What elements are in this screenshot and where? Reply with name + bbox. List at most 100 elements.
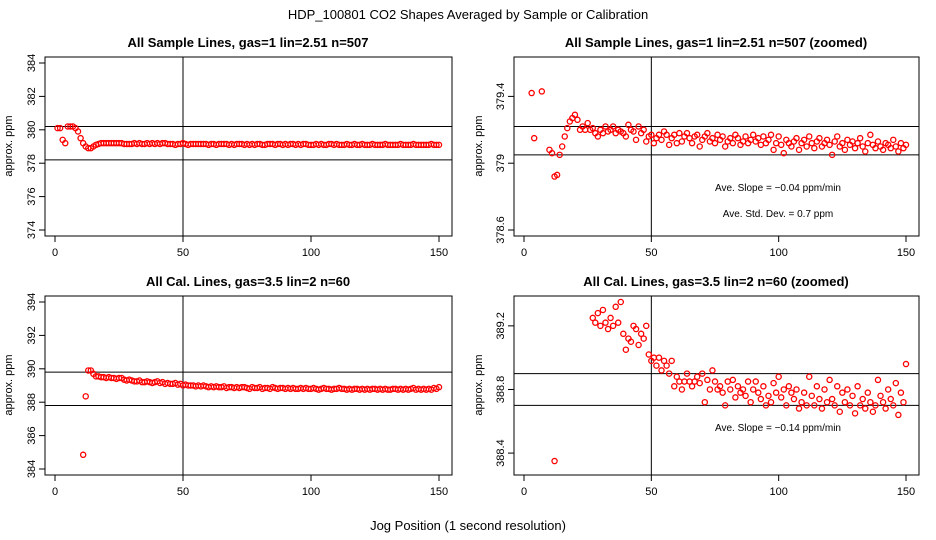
data-point xyxy=(632,325,640,333)
data-point xyxy=(711,139,719,147)
data-point xyxy=(642,322,650,330)
data-point xyxy=(841,146,849,154)
data-point xyxy=(696,379,703,387)
y-tick-label: 389.2 xyxy=(495,312,507,340)
x-tick-label: 50 xyxy=(645,247,657,259)
data-point xyxy=(874,376,882,384)
data-point xyxy=(658,367,665,374)
panel-title: All Cal. Lines, gas=3.5 lin=2 n=60 xyxy=(146,274,350,289)
data-point xyxy=(696,143,703,150)
data-point xyxy=(854,383,861,390)
data-point xyxy=(688,139,696,147)
data-point xyxy=(780,386,788,393)
data-point xyxy=(844,136,851,144)
data-point xyxy=(727,134,734,142)
data-point xyxy=(823,398,831,406)
annotation-std-dev: Ave. Std. Dev. = 0.7 ppm xyxy=(723,209,834,220)
data-point xyxy=(548,149,556,157)
data-point xyxy=(818,405,826,412)
data-point xyxy=(683,129,691,137)
data-point xyxy=(676,129,683,137)
data-point xyxy=(795,146,803,154)
data-point xyxy=(632,136,640,144)
data-point xyxy=(851,144,859,152)
data-point xyxy=(879,398,887,406)
y-axis-label: approx. ppm xyxy=(3,115,15,176)
data-point xyxy=(831,138,838,145)
data-point xyxy=(650,139,658,147)
y-tick-label: 392 xyxy=(26,326,38,344)
x-tick-label: 50 xyxy=(177,486,189,498)
data-point xyxy=(859,395,866,403)
data-point xyxy=(614,319,622,326)
data-point xyxy=(635,341,642,349)
plot-area: 0 50 100 150 388.4 388.8 389.2 xyxy=(495,295,920,498)
data-point xyxy=(760,133,767,140)
data-point xyxy=(813,383,821,390)
y-axis-label: approx. ppm xyxy=(3,354,15,415)
y-tick-label: 374 xyxy=(26,221,38,239)
data-point xyxy=(808,139,816,147)
data-point xyxy=(597,322,604,330)
data-point xyxy=(833,383,841,390)
data-point xyxy=(755,389,762,396)
annotation-slope: Ave. Slope = −0.14 ppm/min xyxy=(715,423,841,434)
data-point xyxy=(874,138,882,145)
data-point xyxy=(849,392,856,400)
data-point xyxy=(604,325,612,333)
data-point xyxy=(74,128,82,135)
plot-area: 0 50 100 150 374 376 378 380 382 384 xyxy=(26,54,453,259)
data-point xyxy=(609,123,617,130)
data-point xyxy=(660,357,668,365)
data-point xyxy=(772,389,780,396)
data-point xyxy=(770,379,777,387)
data-point xyxy=(627,338,635,346)
x-tick-label: 150 xyxy=(897,486,915,498)
y-tick-label: 384 xyxy=(26,54,38,72)
data-point xyxy=(777,141,785,149)
data-point xyxy=(683,370,691,377)
data-point xyxy=(530,134,538,142)
data-point xyxy=(900,398,907,406)
data-point xyxy=(844,386,851,393)
x-tick-label: 50 xyxy=(177,247,189,259)
data-point xyxy=(890,136,897,144)
y-tick-label: 379 xyxy=(495,154,507,172)
data-point xyxy=(744,378,752,385)
y-tick-label: 388.4 xyxy=(495,439,507,467)
data-point xyxy=(85,367,92,374)
data-point xyxy=(826,141,833,149)
data-point xyxy=(711,378,719,385)
data-point xyxy=(864,139,872,147)
data-point xyxy=(681,378,688,385)
data-point xyxy=(729,376,737,384)
x-tick-label: 0 xyxy=(521,247,527,259)
data-point xyxy=(693,373,701,381)
data-point xyxy=(658,136,665,144)
panel-title: All Sample Lines, gas=1 lin=2.51 n=507 (… xyxy=(565,35,867,50)
data-point xyxy=(599,306,607,314)
data-point xyxy=(574,116,581,124)
data-point xyxy=(721,402,729,409)
y-tick-label: 379.4 xyxy=(495,83,507,111)
data-point xyxy=(805,373,813,381)
data-point xyxy=(706,386,714,393)
data-point xyxy=(892,143,900,150)
data-point xyxy=(719,389,726,396)
data-point xyxy=(435,141,443,149)
plot-frame xyxy=(513,56,920,237)
data-point xyxy=(56,124,64,132)
data-point xyxy=(826,376,833,384)
data-point xyxy=(864,389,872,396)
data-point xyxy=(655,354,663,361)
data-point xyxy=(637,330,645,338)
y-tick-label: 386 xyxy=(26,426,38,444)
data-point xyxy=(777,394,785,401)
data-point xyxy=(795,405,803,412)
data-point xyxy=(884,386,892,393)
data-point xyxy=(553,171,561,179)
data-point xyxy=(630,128,637,135)
data-point xyxy=(867,398,874,406)
data-point xyxy=(602,123,609,130)
plot-area: 0 50 100 150 384 386 388 390 392 394 xyxy=(26,293,453,498)
